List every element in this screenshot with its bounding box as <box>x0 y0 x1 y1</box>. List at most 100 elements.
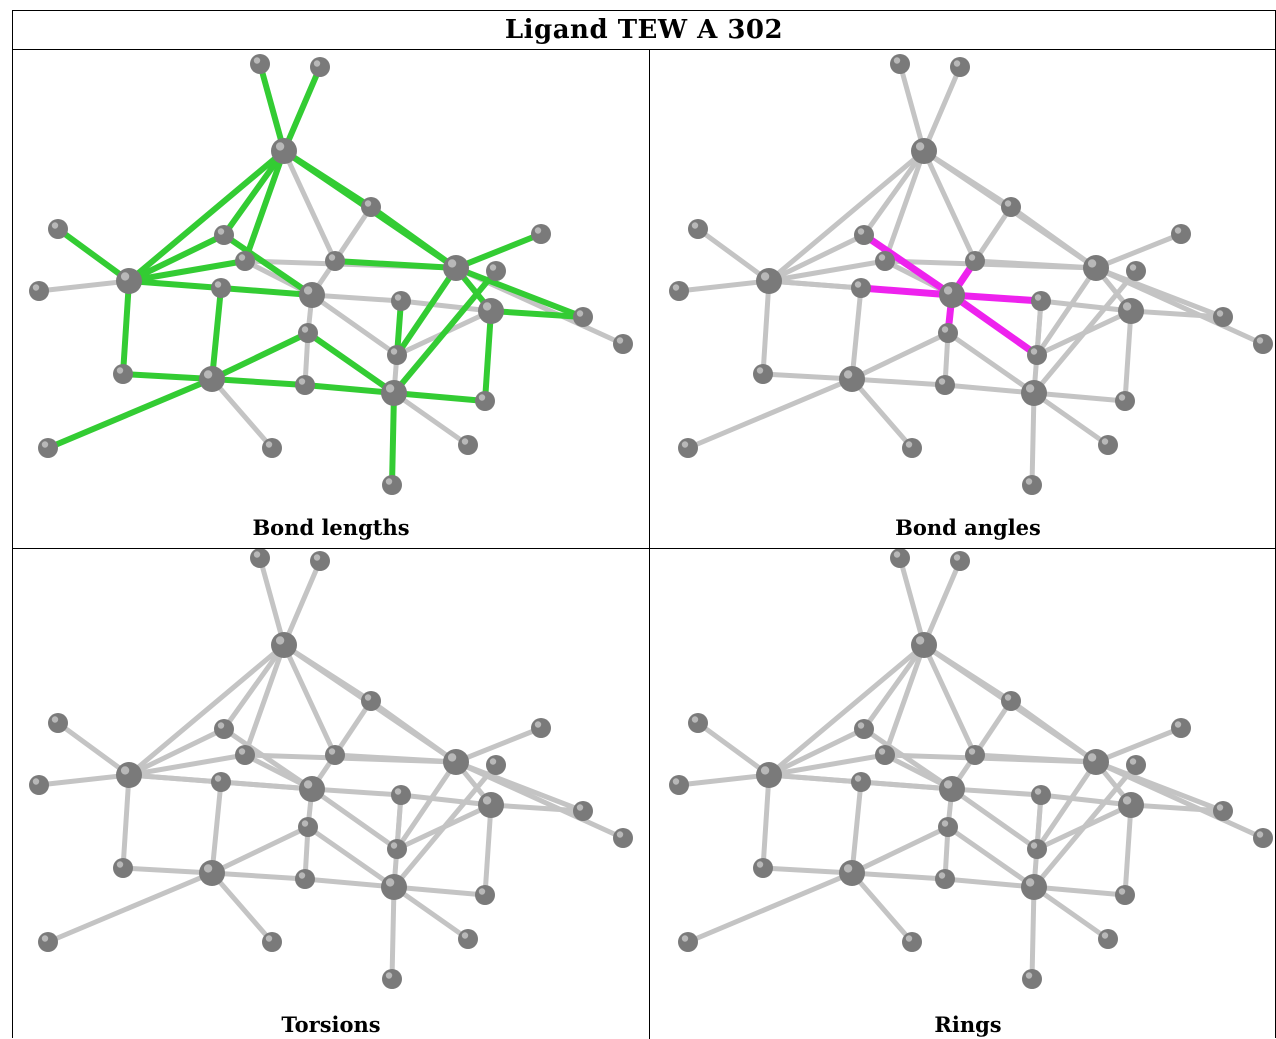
atom <box>214 225 234 245</box>
atom <box>116 762 142 788</box>
atom-layer <box>669 549 1273 989</box>
atom-shine <box>32 778 40 785</box>
atom-shine <box>1118 394 1126 401</box>
atom-shine <box>203 864 213 873</box>
atom-shine <box>390 842 398 849</box>
atom <box>669 281 689 301</box>
atom-shine <box>214 281 222 288</box>
atom <box>851 278 871 298</box>
atom <box>391 291 411 311</box>
bond <box>309 292 400 358</box>
atom <box>1027 345 1047 365</box>
atom-shine <box>681 441 689 448</box>
atom <box>38 438 58 458</box>
atom-shine <box>915 142 925 151</box>
atom-shine <box>534 227 542 234</box>
atom <box>116 268 142 294</box>
atom <box>902 932 922 952</box>
atom-shine <box>238 748 246 755</box>
atom <box>325 251 345 271</box>
atom <box>458 929 478 949</box>
atom-shine <box>217 228 225 235</box>
atom-shine <box>253 551 261 558</box>
panel-bond-lengths: Bond lengths <box>13 49 649 548</box>
atom <box>911 138 937 164</box>
bond <box>281 64 323 154</box>
atom <box>1126 755 1146 775</box>
bond <box>849 285 864 382</box>
bond <box>453 759 586 814</box>
bond <box>1093 759 1226 814</box>
atom <box>753 364 773 384</box>
atom <box>382 969 402 989</box>
bond <box>302 876 397 890</box>
atom <box>839 860 865 886</box>
bond <box>942 876 1037 890</box>
atom-shine <box>385 478 393 485</box>
molecule-bond-angles <box>669 54 1273 495</box>
atom-shine <box>1174 227 1182 234</box>
atom-shine <box>51 716 59 723</box>
bond <box>242 642 287 758</box>
bond <box>766 258 888 284</box>
bond <box>389 390 397 488</box>
atom <box>199 860 225 886</box>
atom-shine <box>32 284 40 291</box>
atom <box>325 745 345 765</box>
atom <box>939 776 965 802</box>
atom-shine <box>461 932 469 939</box>
atom-shine <box>1025 878 1035 887</box>
bond <box>949 786 1040 852</box>
bond <box>55 226 132 284</box>
bond <box>882 148 927 264</box>
bond <box>126 232 227 284</box>
atom-shine <box>385 384 395 393</box>
bond <box>849 376 915 451</box>
bond <box>309 292 404 304</box>
bond <box>972 204 1014 264</box>
atom <box>573 801 593 821</box>
atom-shine <box>265 441 273 448</box>
atom-shine <box>303 286 313 295</box>
bond <box>218 779 315 792</box>
atom <box>361 691 381 711</box>
bond <box>391 884 471 942</box>
atom <box>935 869 955 889</box>
bond <box>120 278 132 377</box>
atom-shine <box>672 284 680 291</box>
atom <box>939 282 965 308</box>
atom <box>839 366 865 392</box>
atom <box>486 261 506 281</box>
atom-shine <box>943 286 953 295</box>
atom <box>1022 969 1042 989</box>
atom <box>1213 307 1233 327</box>
bond <box>209 376 308 388</box>
atom-shine <box>313 60 321 67</box>
atom-shine <box>943 780 953 789</box>
atom <box>678 932 698 952</box>
atom-shine <box>478 888 486 895</box>
atom-shine <box>893 57 901 64</box>
atom <box>753 858 773 878</box>
atom <box>669 775 689 795</box>
atom-shine <box>303 780 313 789</box>
atom <box>381 874 407 900</box>
atom <box>854 719 874 739</box>
bond <box>126 642 287 778</box>
atom-shine <box>253 57 261 64</box>
atom-shine <box>1025 384 1035 393</box>
figure-title: Ligand TEW A 302 <box>504 15 784 45</box>
atom-shine <box>941 326 949 333</box>
atom <box>911 632 937 658</box>
bond <box>949 786 1044 798</box>
bond <box>676 278 772 294</box>
atom <box>1115 885 1135 905</box>
bond <box>766 642 927 778</box>
atom <box>890 549 910 568</box>
bond <box>849 870 948 882</box>
atom <box>211 278 231 298</box>
bond <box>257 61 287 154</box>
bond <box>882 642 927 758</box>
bond <box>921 558 963 648</box>
atom <box>875 745 895 765</box>
